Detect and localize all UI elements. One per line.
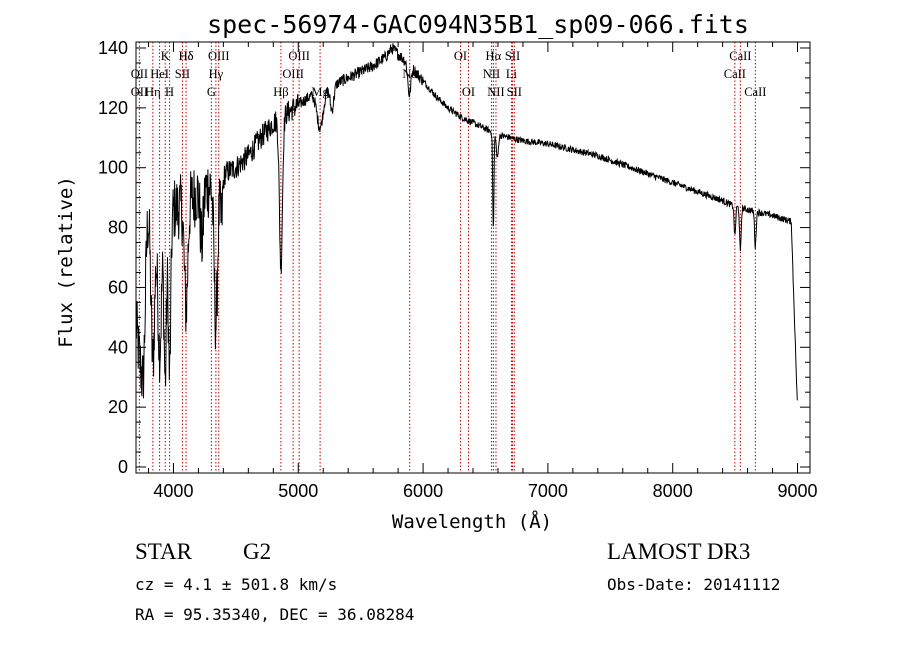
y-tick-label: 80 xyxy=(108,218,128,238)
chart-title: spec-56974-GAC094N35B1_sp09-066.fits xyxy=(207,10,749,39)
line-label: Mg xyxy=(311,85,329,99)
y-tick-label: 100 xyxy=(98,158,128,178)
line-label: SII xyxy=(507,85,522,99)
line-label: NII xyxy=(487,85,504,99)
line-label: OIII xyxy=(282,67,304,81)
y-tick-label: 40 xyxy=(108,337,128,357)
object-subclass: G2 xyxy=(243,539,271,564)
line-label: H xyxy=(165,85,174,99)
line-label: Li xyxy=(506,67,518,81)
line-label: Hβ xyxy=(273,85,288,99)
y-axis-label: Flux (relative) xyxy=(55,176,77,348)
x-tick-label: 8000 xyxy=(653,481,693,501)
line-label: NII xyxy=(483,67,500,81)
x-tick-label: 6000 xyxy=(403,481,443,501)
line-label: SII xyxy=(505,49,520,63)
line-label: OII xyxy=(131,67,148,81)
line-label: Hδ xyxy=(179,49,194,63)
y-tick-label: 0 xyxy=(118,457,128,477)
x-tick-label: 4000 xyxy=(153,481,193,501)
line-label: Hδ xyxy=(179,49,194,63)
object-class: STAR xyxy=(135,539,193,564)
y-tick-label: 120 xyxy=(98,98,128,118)
line-label: OI xyxy=(454,49,467,63)
line-label: OII xyxy=(131,85,148,99)
line-label: OI xyxy=(462,85,475,99)
line-label: SII xyxy=(175,67,190,81)
line-label: G xyxy=(207,85,216,99)
axis-ticks: 4000 5000 6000 7000 8000 9000 0 20 40 60 80 100 120 1… xyxy=(98,38,818,501)
redshift-value: cz = 4.1 ± 501.8 km/s xyxy=(135,575,337,594)
sky-coordinates: RA = 95.35340, DEC = 36.08284 xyxy=(135,605,414,624)
line-label: OIII xyxy=(288,49,310,63)
y-tick-label: 20 xyxy=(108,397,128,417)
plot-frame xyxy=(135,41,811,474)
y-tick-label: 60 xyxy=(108,277,128,297)
line-label: CaII xyxy=(724,67,746,81)
x-tick-label: 7000 xyxy=(528,481,568,501)
line-label: OIII xyxy=(208,49,230,63)
line-label: HeI xyxy=(150,67,169,81)
spectrum-line xyxy=(135,43,798,401)
line-label: CaII xyxy=(729,49,751,63)
x-axis-label: Wavelength (Å) xyxy=(392,510,552,533)
y-tick-label: 140 xyxy=(98,38,128,58)
x-tick-label: 5000 xyxy=(278,481,318,501)
line-label: Hγ xyxy=(209,67,224,81)
line-label: CaII xyxy=(744,85,766,99)
line-label: K xyxy=(161,49,170,63)
line-label: Hη xyxy=(145,85,161,99)
observation-date: Obs-Date: 20141112 xyxy=(607,575,780,594)
survey-name: LAMOST DR3 xyxy=(607,539,750,564)
line-label: Hα xyxy=(486,49,502,63)
x-tick-label: 9000 xyxy=(777,481,817,501)
